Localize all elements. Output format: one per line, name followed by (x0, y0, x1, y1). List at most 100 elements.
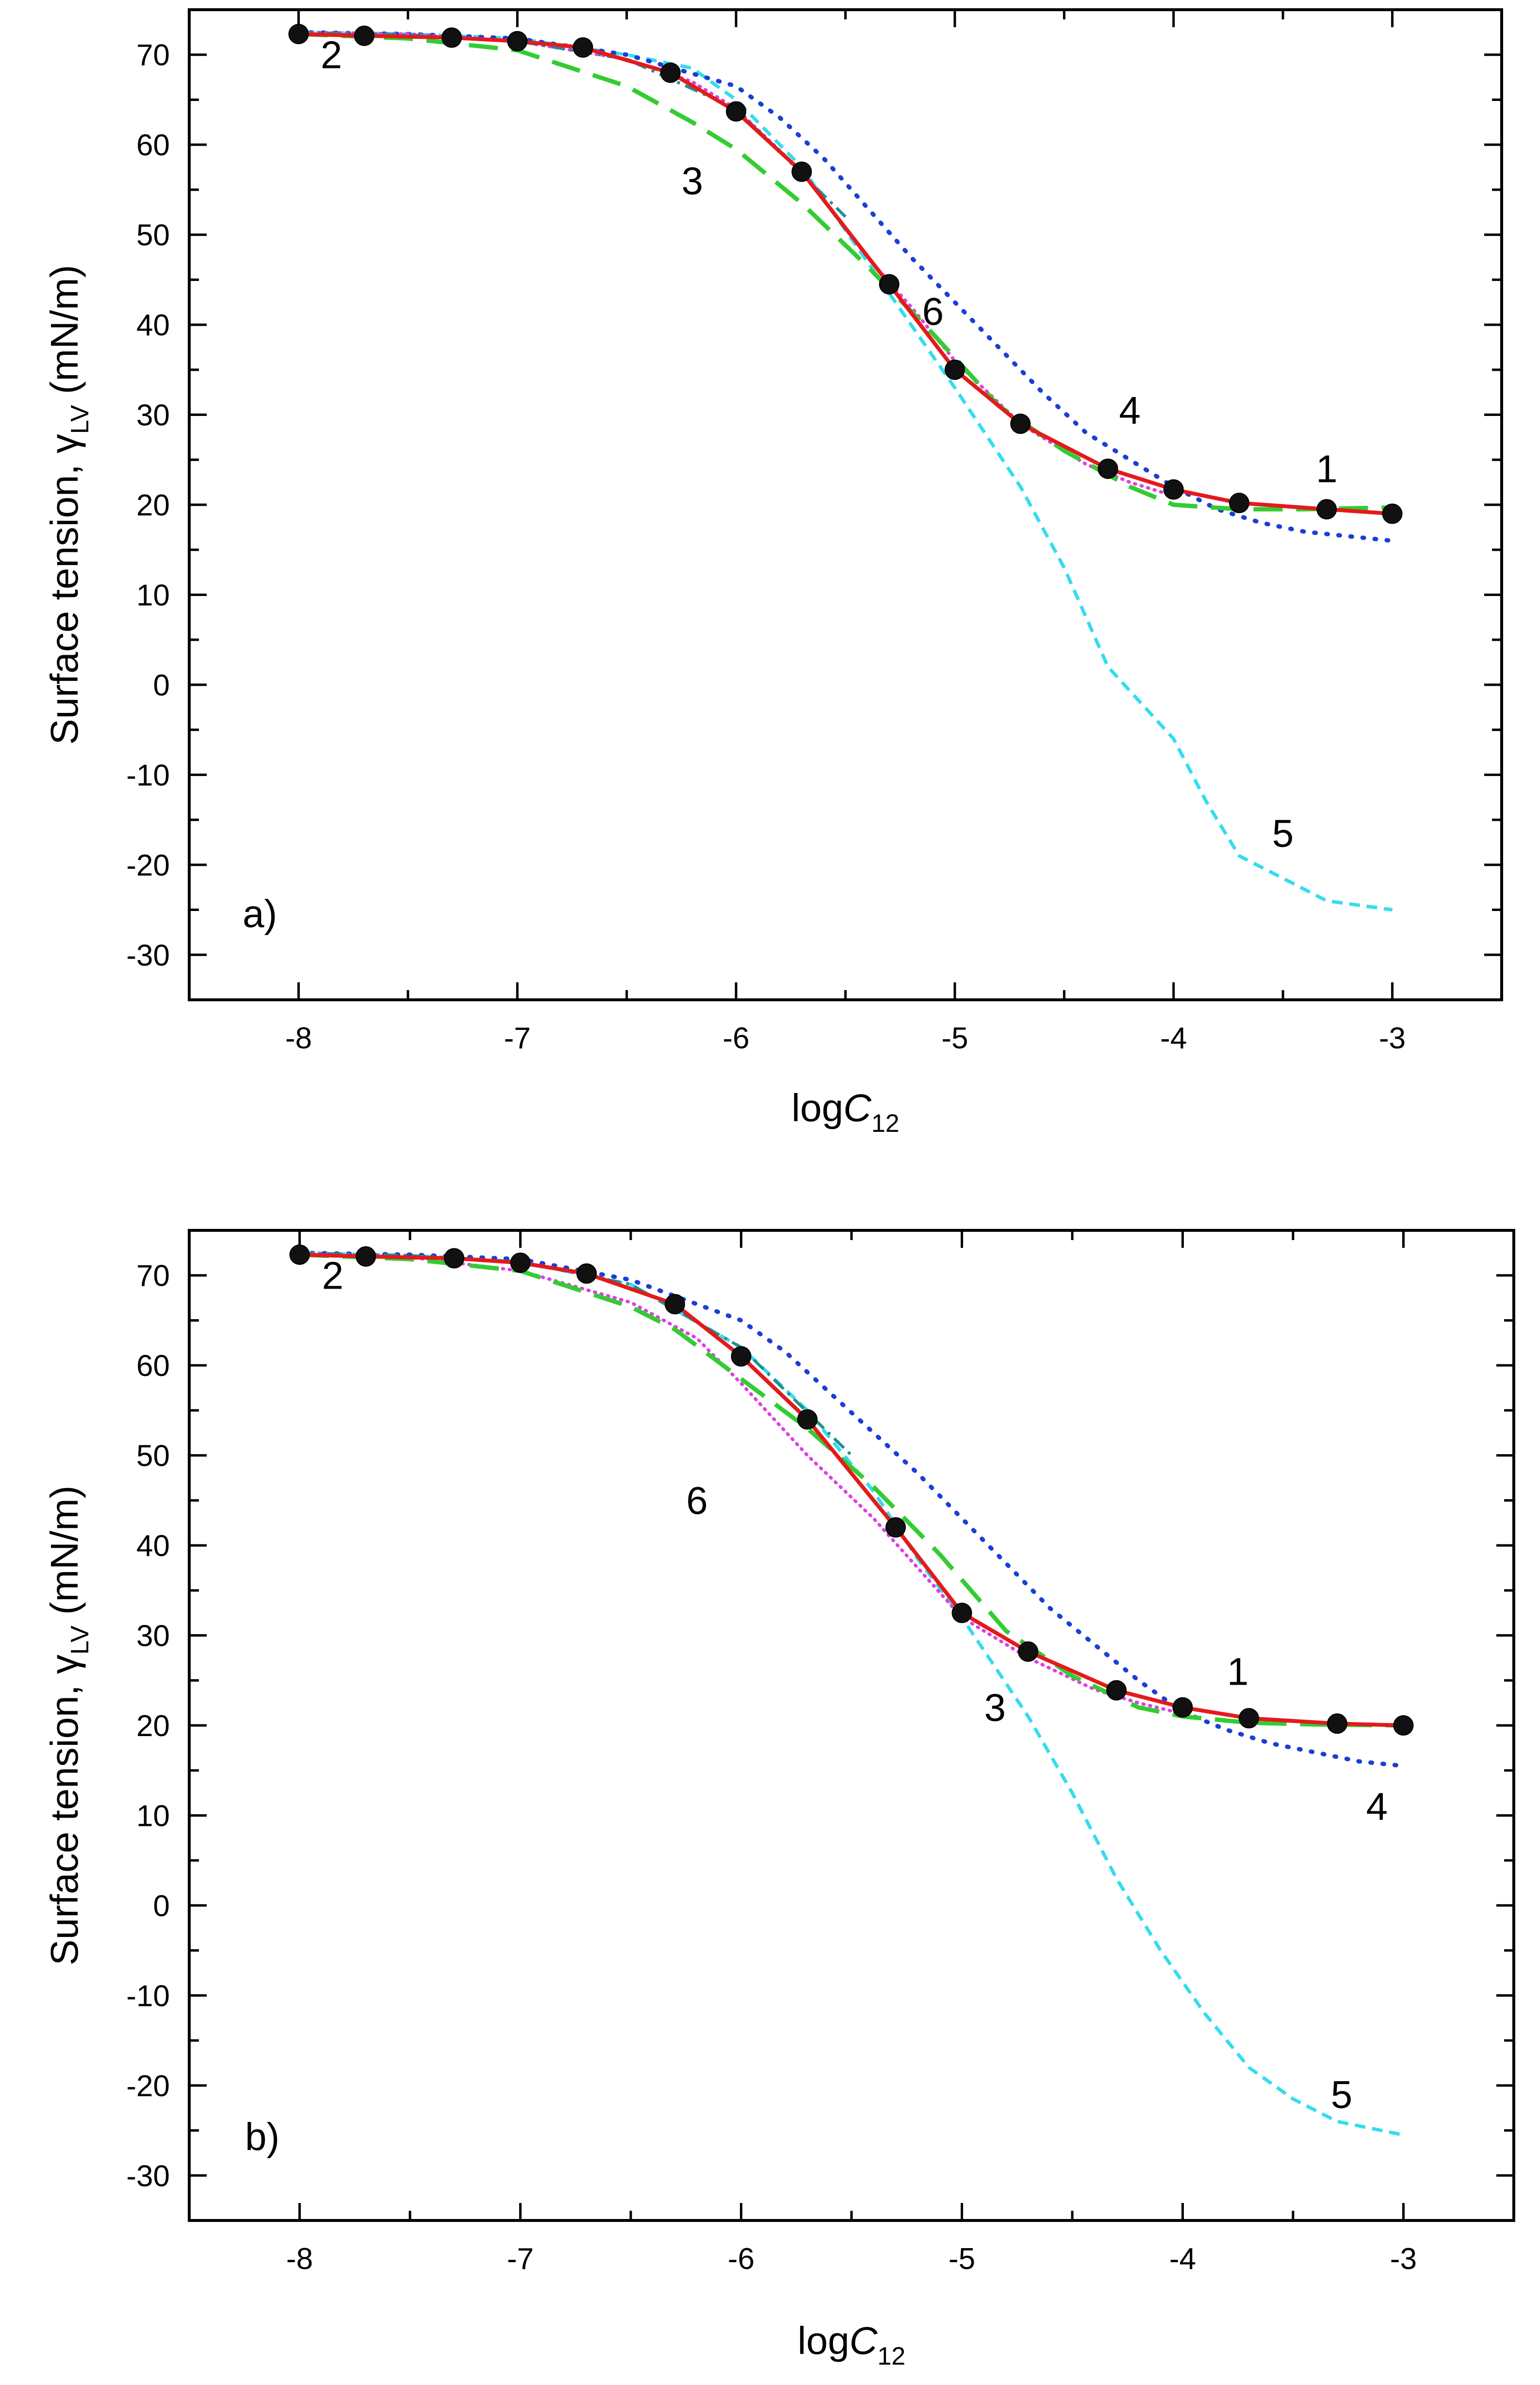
x-axis-title: logC12 (791, 1086, 899, 1138)
y-tick-label: 50 (136, 1440, 170, 1473)
y-tick-label: 70 (136, 1259, 170, 1293)
y-tick-label: -30 (126, 2159, 170, 2193)
data-point (1316, 499, 1337, 520)
y-tick-label: 60 (136, 129, 170, 162)
data-point (1163, 479, 1184, 500)
panel-label: a) (243, 892, 277, 935)
plot-frame (188, 1229, 1515, 2222)
data-point (354, 25, 375, 46)
curve-label-3: 3 (682, 159, 704, 202)
series-1-line (299, 1253, 1404, 1727)
curve-label-3: 3 (984, 1686, 1006, 1729)
data-point (797, 1409, 818, 1430)
x-tick-label: -4 (1160, 1022, 1187, 1055)
x-tick-label: -7 (504, 1022, 531, 1055)
curve-label-2: 2 (321, 33, 343, 77)
series-2-line (298, 31, 847, 218)
x-tick-label: -6 (723, 1022, 750, 1055)
data-point (356, 1246, 376, 1267)
y-tick-label: 60 (136, 1349, 170, 1383)
data-point (726, 101, 747, 122)
plot-area (288, 24, 1403, 911)
panel-a: -8 -7 -6 -5 -4 -3 -30 -20 -10 0 10 20 30 40 50 60 70 1 2 3 4… (43, 8, 1503, 1138)
y-tick-label: 40 (136, 1529, 170, 1563)
data-point (1327, 1713, 1347, 1734)
x-tick-label: -7 (507, 2242, 534, 2276)
data-point (444, 1248, 464, 1269)
curve-label-1: 1 (1316, 447, 1338, 491)
data-point (665, 1294, 685, 1315)
data-point (731, 1346, 752, 1367)
data-point (507, 31, 528, 51)
curve-label-6: 6 (686, 1479, 708, 1522)
y-tick-label: -30 (126, 939, 170, 972)
data-point (1393, 1715, 1414, 1736)
y-tick-label: 50 (136, 219, 170, 252)
y-axis-title: Surface tension, γLV (mN/m) (43, 265, 94, 745)
data-point (791, 161, 812, 182)
x-tick-label: -4 (1169, 2242, 1196, 2276)
curve-label-5: 5 (1331, 2073, 1353, 2116)
curve-label-6: 6 (922, 290, 944, 333)
data-point (1098, 458, 1118, 479)
data-point (879, 274, 900, 295)
curve-label-1: 1 (1227, 1650, 1249, 1693)
curve-label-2: 2 (322, 1254, 344, 1297)
y-tick-label: 30 (136, 1620, 170, 1653)
panel-label: b) (245, 2115, 279, 2158)
x-tick-label: -8 (285, 1022, 312, 1055)
x-tick-label: -5 (941, 1022, 968, 1055)
y-tick-label: 40 (136, 309, 170, 342)
y-tick-label: -10 (126, 759, 170, 792)
series-5-line (298, 30, 1393, 911)
y-tick-label: 0 (153, 1889, 170, 1923)
y-tick-label: 20 (136, 1709, 170, 1743)
series-2-line (299, 1251, 853, 1457)
x-tick-label: -8 (286, 2242, 313, 2276)
x-axis-title: logC12 (798, 2319, 905, 2370)
data-point (1010, 414, 1031, 434)
series-1-line (298, 32, 1393, 516)
data-point (951, 1603, 972, 1623)
series-4-line (297, 1250, 1406, 1768)
series-6-line (298, 1251, 1184, 1716)
curve-label-4: 4 (1119, 389, 1141, 432)
y-tick-label: 20 (136, 489, 170, 522)
y-tick-label: -10 (126, 1979, 170, 2013)
series-3-line (299, 1252, 1404, 1728)
y-tick-label: 10 (136, 1799, 170, 1833)
series-3-line (298, 32, 1393, 512)
y-tick-label: -20 (126, 2070, 170, 2103)
y-tick-label: 0 (153, 669, 170, 702)
x-tick-label: -5 (949, 2242, 975, 2276)
panel-b: -8 -7 -6 -5 -4 -3 -30 -20 -10 0 10 20 30 40 50 60 70 1 2 3 4… (43, 1229, 1515, 2370)
y-tick-label: -20 (126, 849, 170, 882)
y-tick-label: 10 (136, 579, 170, 612)
series-5-line (299, 1251, 1404, 2137)
y-axis-title: Surface tension, γLV (mN/m) (43, 1486, 94, 1966)
data-point (1382, 503, 1403, 524)
y-tick-label: 70 (136, 39, 170, 72)
plot-area (289, 1244, 1414, 2137)
data-point (288, 24, 309, 45)
series-4-line (296, 30, 1395, 543)
y-tick-label: 30 (136, 399, 170, 432)
x-tick-label: -3 (1379, 1022, 1406, 1055)
data-point (573, 37, 593, 58)
data-point (885, 1517, 906, 1538)
plot-frame (188, 8, 1503, 1001)
data-point (1239, 1708, 1259, 1729)
data-point (1172, 1697, 1193, 1718)
data-point (510, 1252, 531, 1273)
data-point (944, 359, 965, 380)
data-point (1106, 1680, 1127, 1701)
curve-label-4: 4 (1366, 1785, 1388, 1828)
data-point (289, 1244, 310, 1265)
data-point (442, 27, 462, 48)
x-tick-label: -6 (728, 2242, 754, 2276)
data-point (1018, 1641, 1038, 1662)
x-tick-label: -3 (1390, 2242, 1417, 2276)
curve-label-5: 5 (1272, 812, 1294, 855)
data-point (660, 62, 681, 83)
